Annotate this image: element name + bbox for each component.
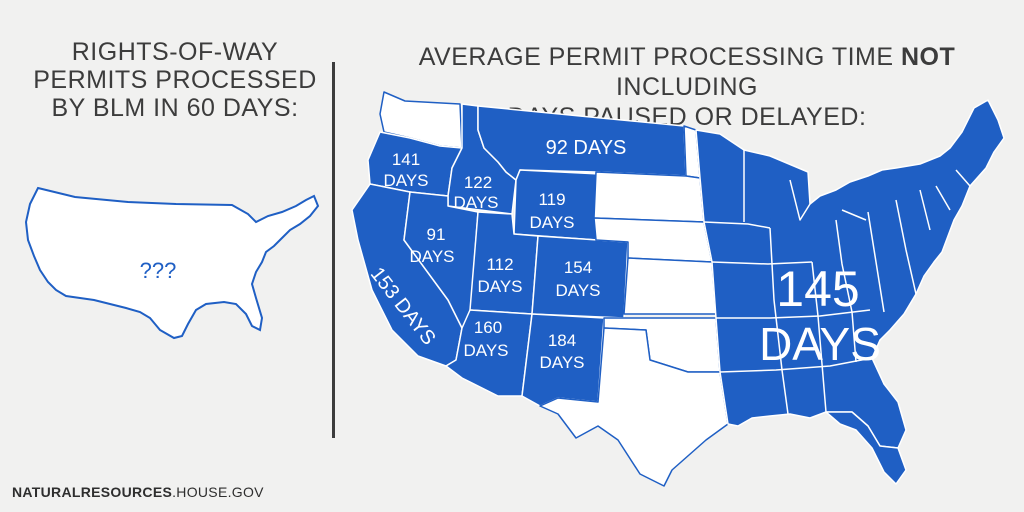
small-us-outline	[24, 186, 320, 340]
state-eastern-block	[695, 99, 1005, 449]
map-labels: 141 DAYS 153 DAYS 122 DAYS 91 DAYS 92 DA…	[366, 137, 881, 372]
label-new-mexico-unit: DAYS	[539, 353, 584, 372]
label-wyoming-unit: DAYS	[529, 213, 574, 232]
label-eastern-unit: DAYS	[759, 318, 881, 370]
label-colorado-number: 154	[564, 258, 592, 277]
label-eastern-number: 145	[776, 261, 859, 317]
label-colorado-unit: DAYS	[555, 281, 600, 300]
state-south-dakota	[593, 171, 705, 223]
eastern-state-lines	[703, 150, 971, 415]
label-utah-unit: DAYS	[477, 277, 522, 296]
label-arizona-unit: DAYS	[463, 341, 508, 360]
footer-source: NATURALRESOURCES.HOUSE.GOV	[12, 484, 264, 500]
label-wyoming-number: 119	[538, 190, 565, 209]
label-idaho-unit: DAYS	[453, 193, 498, 212]
small-map-label: ???	[140, 258, 177, 283]
main-us-map	[351, 91, 1005, 487]
state-kansas	[623, 257, 717, 315]
divider-line	[332, 62, 335, 438]
label-idaho-number: 122	[464, 173, 492, 192]
right-title-line-1: AVERAGE PERMIT PROCESSING TIME NOT INCLU…	[418, 43, 956, 101]
left-title-line-2: PERMITS PROCESSED	[33, 66, 317, 94]
label-oregon-unit: DAYS	[383, 171, 428, 190]
label-nevada-unit: DAYS	[409, 247, 454, 266]
state-colorado	[531, 235, 629, 319]
left-title-line-3: BY BLM IN 60 DAYS:	[51, 94, 299, 122]
label-oregon-number: 141	[392, 150, 420, 169]
label-montana: 92 DAYS	[546, 137, 627, 159]
left-title: RIGHTS-OF-WAY PERMITS PROCESSED BY BLM I…	[30, 38, 320, 122]
state-texas	[539, 327, 729, 487]
state-florida	[825, 411, 907, 485]
left-title-line-1: RIGHTS-OF-WAY	[71, 38, 279, 66]
label-new-mexico-number: 184	[548, 331, 576, 350]
label-arizona-number: 160	[474, 318, 502, 337]
small-us-map: ???	[24, 186, 320, 340]
label-nevada-number: 91	[427, 225, 446, 244]
label-utah-number: 112	[486, 255, 513, 274]
